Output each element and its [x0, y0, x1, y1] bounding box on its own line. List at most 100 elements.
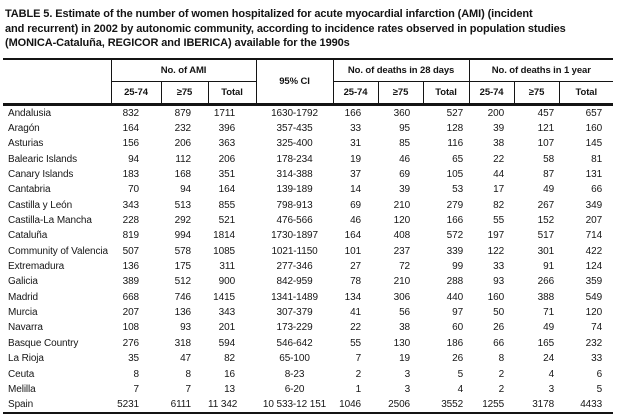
value-cell: 49: [543, 322, 555, 334]
table-row: Castilla y León 343 513 855 798-913 69 210 279 8…: [3, 198, 613, 213]
value-cell: 39: [399, 184, 411, 196]
value-cell: 38: [493, 138, 505, 150]
value-cell: 65: [452, 153, 464, 165]
caption-line-2: and recurrent) in 2002 by autonomic comm…: [5, 22, 566, 35]
value-cell: 339: [446, 245, 464, 257]
ci-cell: 277-346: [276, 261, 313, 273]
value-cell: 210: [393, 199, 411, 211]
value-cell: 343: [218, 307, 236, 319]
value-cell: 26: [493, 322, 505, 334]
value-cell: 120: [393, 215, 411, 227]
caption-line-3: (MONICA-Cataluña, REGICOR and IBERICA) a…: [5, 37, 350, 49]
table-row: Spain 5231 6111 11 342 10 533-12 151 1046 2506…: [3, 397, 613, 413]
value-cell: 87: [543, 169, 555, 181]
value-cell: 186: [446, 337, 464, 349]
value-cell: 517: [537, 230, 555, 242]
value-cell: 2: [355, 368, 362, 380]
value-cell: 4: [457, 383, 464, 395]
region-cell: La Rioja: [8, 353, 44, 365]
value-cell: 572: [446, 230, 464, 242]
value-cell: 78: [350, 276, 362, 288]
ci-cell: 65-100: [279, 353, 310, 365]
value-cell: 408: [393, 230, 411, 242]
value-cell: 35: [128, 353, 139, 365]
value-cell: 2: [498, 368, 505, 380]
value-cell: 120: [585, 307, 603, 319]
value-cell: 95: [399, 123, 411, 135]
region-cell: Castilla-La Mancha: [8, 215, 92, 227]
value-cell: 56: [399, 307, 411, 319]
value-cell: 166: [446, 215, 464, 227]
value-cell: 53: [452, 184, 464, 196]
value-cell: 3: [548, 383, 555, 395]
table-row: Galicia 389 512 900 842-959 78 210 288 93 266 359: [3, 274, 613, 289]
region-cell: Aragón: [8, 123, 40, 135]
col-header-ami-total: Total: [207, 81, 257, 106]
value-cell: 2506: [388, 399, 411, 411]
ci-cell: 173-229: [276, 322, 313, 334]
region-cell: Cataluña: [8, 230, 48, 242]
value-cell: 66: [493, 337, 505, 349]
value-cell: 50: [493, 307, 505, 319]
region-cell: Castilla y León: [8, 199, 73, 211]
value-cell: 819: [122, 230, 139, 242]
value-cell: 8: [185, 368, 192, 380]
table-row: Aragón 164 232 396 357-435 33 95 128 39 121 160: [3, 121, 613, 136]
value-cell: 14: [350, 184, 362, 196]
value-cell: 107: [537, 138, 555, 150]
value-cell: 93: [180, 322, 191, 334]
value-cell: 8: [133, 368, 140, 380]
value-cell: 359: [585, 276, 603, 288]
region-cell: Andalusia: [8, 107, 52, 119]
table-row: Extremadura 136 175 311 277-346 27 72 99 33 91 124: [3, 259, 613, 274]
ci-cell: 1341-1489: [271, 291, 318, 303]
col-header-28d-total: Total: [422, 81, 470, 106]
value-cell: 108: [122, 322, 139, 334]
value-cell: 351: [218, 169, 236, 181]
value-cell: 201: [218, 322, 236, 334]
value-cell: 363: [218, 138, 236, 150]
ci-cell: 1630-1792: [271, 107, 318, 119]
value-cell: 85: [399, 138, 411, 150]
value-cell: 1415: [213, 291, 236, 303]
value-cell: 1711: [213, 107, 236, 119]
ci-cell: 1730-1897: [271, 230, 318, 242]
region-cell: Canary Islands: [8, 169, 74, 181]
value-cell: 422: [585, 245, 603, 257]
value-cell: 99: [452, 261, 464, 273]
region-cell: Ceuta: [8, 368, 35, 380]
value-cell: 1: [355, 383, 362, 395]
table-row: Balearic Islands 94 112 206 178-234 19 46 65 22 5…: [3, 152, 613, 167]
value-cell: 37: [350, 169, 362, 181]
ci-cell: 307-379: [276, 307, 313, 319]
table-row: Madrid 668 746 1415 1341-1489 134 306 440 160 388…: [3, 290, 613, 305]
value-cell: 69: [350, 199, 362, 211]
value-cell: 145: [585, 138, 603, 150]
table-row: Murcia 207 136 343 307-379 41 56 97 50 71 120: [3, 305, 613, 320]
table-row: Cantabria 70 94 164 139-189 14 39 53 17 49 66: [3, 182, 613, 197]
value-cell: 33: [493, 261, 505, 273]
value-cell: 7: [355, 353, 362, 365]
value-cell: 1046: [339, 399, 362, 411]
col-header-1y-75: ≥75: [513, 81, 560, 106]
table-row: Navarra 108 93 201 173-229 22 38 60 26 49 74: [3, 320, 613, 335]
value-cell: 206: [174, 138, 191, 150]
value-cell: 457: [537, 107, 555, 119]
value-cell: 16: [224, 368, 236, 380]
value-cell: 5: [596, 383, 603, 395]
value-cell: 101: [344, 245, 362, 257]
value-cell: 91: [543, 261, 555, 273]
value-cell: 131: [585, 169, 603, 181]
table-row: Andalusia 832 879 1711 1630-1792 166 360 527 200…: [3, 104, 613, 121]
value-cell: 746: [174, 291, 191, 303]
value-cell: 58: [543, 153, 555, 165]
value-cell: 105: [446, 169, 464, 181]
value-cell: 112: [175, 153, 191, 165]
value-cell: 578: [174, 245, 191, 257]
value-cell: 19: [350, 153, 362, 165]
value-cell: 160: [585, 123, 603, 135]
value-cell: 232: [174, 123, 191, 135]
value-cell: 69: [399, 169, 411, 181]
value-cell: 71: [543, 307, 555, 319]
value-cell: 39: [493, 123, 505, 135]
